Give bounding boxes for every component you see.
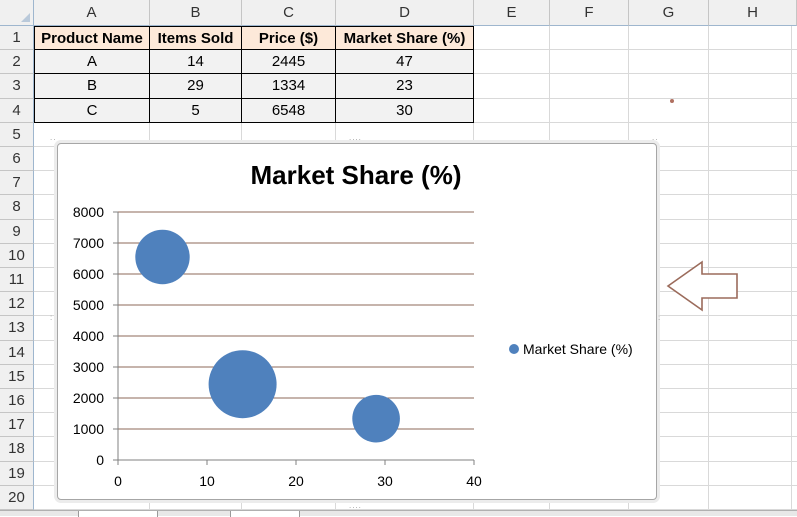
gridline-vertical [791, 26, 792, 516]
left-arrow-outline-icon [666, 260, 738, 312]
column-header-g[interactable]: G [629, 0, 709, 26]
column-header-e[interactable]: E [474, 0, 550, 26]
select-all-corner[interactable] [0, 0, 34, 26]
column-header-d[interactable]: D [336, 0, 474, 26]
table-header-cell[interactable]: Market Share (%) [336, 26, 474, 51]
chart-resize-handle-top-right[interactable]: .. [652, 133, 659, 142]
chart-resize-handle-bottom[interactable]: .... [349, 501, 362, 510]
table-header-cell[interactable]: Items Sold [150, 26, 242, 51]
row-header-3[interactable]: 3 [0, 74, 34, 99]
column-header-b[interactable]: B [150, 0, 242, 26]
table-cell[interactable]: B [34, 74, 150, 99]
chart-title: Market Share (%) [251, 160, 462, 190]
chart-axes [113, 211, 475, 465]
row-header-2[interactable]: 2 [0, 50, 34, 75]
tick-label-y: 6000 [73, 266, 104, 282]
legend-label: Market Share (%) [523, 341, 633, 357]
column-header-c[interactable]: C [242, 0, 336, 26]
row-header-18[interactable]: 18 [0, 437, 34, 462]
chart-resize-handle-left[interactable]: : [50, 313, 54, 322]
chart-legend: Market Share (%) [509, 341, 633, 357]
column-header-h[interactable]: H [709, 0, 797, 26]
table-cell[interactable]: 14 [150, 50, 242, 75]
tick-label-y: 8000 [73, 204, 104, 220]
bubble-point [135, 229, 190, 285]
chart-resize-handle-top[interactable]: .... [349, 133, 362, 142]
table-cell[interactable]: 2445 [242, 50, 336, 75]
row-header-19[interactable]: 19 [0, 461, 34, 486]
tick-label-x: 40 [466, 473, 482, 489]
row-header-16[interactable]: 16 [0, 389, 34, 414]
chart-bubbles [135, 229, 400, 443]
select-all-triangle-icon [21, 13, 30, 22]
table-cell[interactable]: 23 [336, 74, 474, 99]
row-header-5[interactable]: 5 [0, 122, 34, 147]
row-header-17[interactable]: 17 [0, 413, 34, 438]
row-header-10[interactable]: 10 [0, 243, 34, 268]
sheet-tab[interactable] [230, 511, 300, 517]
stray-dot-icon [670, 99, 674, 103]
chart-tick-labels: 0 1000 2000 3000 4000 5000 6000 7000 8000 0 10 20 30… [73, 204, 482, 489]
row-header-4[interactable]: 4 [0, 98, 34, 123]
chart-svg: Market Share (%) 0 1000 2000 3000 4000 5000 60… [73, 160, 633, 489]
bubble-point [208, 350, 277, 419]
table-cell[interactable]: 47 [336, 50, 474, 75]
table-cell[interactable]: 30 [336, 98, 474, 123]
row-header-1[interactable]: 1 [0, 26, 34, 51]
sheet-tab[interactable] [78, 511, 158, 517]
row-header-6[interactable]: 6 [0, 147, 34, 172]
tick-label-y: 7000 [73, 235, 104, 251]
tick-label-x: 10 [199, 473, 215, 489]
chart-gridlines [118, 211, 474, 430]
row-header-11[interactable]: 11 [0, 268, 34, 293]
tick-label-y: 2000 [73, 390, 104, 406]
column-header-f[interactable]: F [550, 0, 629, 26]
sheet-tab-bar [0, 510, 797, 517]
table-header-cell[interactable]: Product Name [34, 26, 150, 51]
table-cell[interactable]: A [34, 50, 150, 75]
column-header-a[interactable]: A [34, 0, 150, 26]
bubble-chart[interactable]: Market Share (%) 0 1000 2000 3000 4000 5000 60… [57, 143, 657, 500]
gridline-vertical [708, 26, 709, 516]
chart-resize-handle-top-left[interactable]: .. [50, 133, 57, 142]
tick-label-y: 1000 [73, 421, 104, 437]
chart-resize-handle-right[interactable]: : [658, 313, 662, 322]
tick-label-y: 5000 [73, 297, 104, 313]
row-header-20[interactable]: 20 [0, 485, 34, 510]
table-cell[interactable]: 29 [150, 74, 242, 99]
tick-label-x: 20 [288, 473, 304, 489]
legend-marker [509, 344, 519, 354]
row-header-7[interactable]: 7 [0, 171, 34, 196]
gridline-horizontal [34, 509, 797, 510]
table-header-cell[interactable]: Price ($) [242, 26, 336, 51]
tick-label-x: 30 [377, 473, 393, 489]
tick-label-y: 4000 [73, 328, 104, 344]
row-header-15[interactable]: 15 [0, 364, 34, 389]
tick-label-x: 0 [114, 473, 122, 489]
row-header-14[interactable]: 14 [0, 340, 34, 365]
table-cell[interactable]: 1334 [242, 74, 336, 99]
row-header-8[interactable]: 8 [0, 195, 34, 220]
bubble-point [352, 394, 400, 443]
table-cell[interactable]: 5 [150, 98, 242, 123]
tick-label-y: 0 [96, 452, 104, 468]
row-header-12[interactable]: 12 [0, 292, 34, 317]
row-header-13[interactable]: 13 [0, 316, 34, 341]
row-header-9[interactable]: 9 [0, 219, 34, 244]
table-cell[interactable]: 6548 [242, 98, 336, 123]
tick-label-y: 3000 [73, 359, 104, 375]
table-cell[interactable]: C [34, 98, 150, 123]
